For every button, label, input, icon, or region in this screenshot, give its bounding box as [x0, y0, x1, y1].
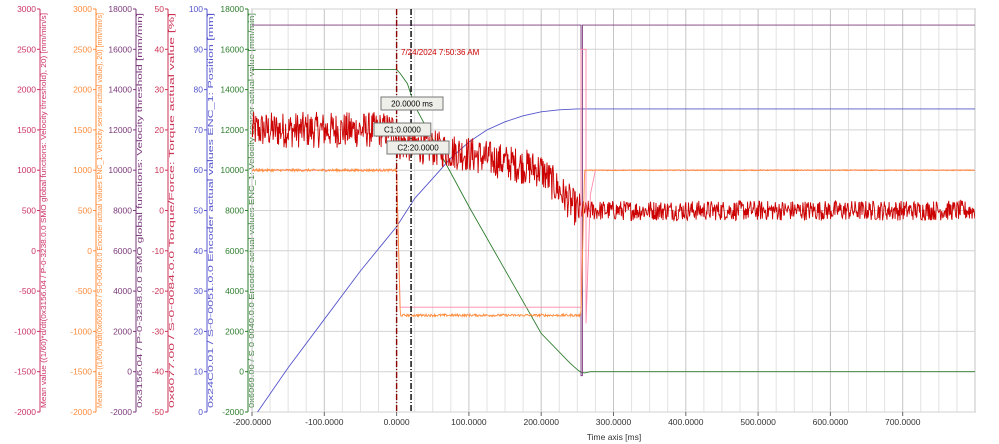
y-tick-label: 14000 [108, 85, 132, 95]
y-tick-label: 50 [155, 4, 165, 14]
series-line-4 [252, 111, 975, 226]
y-tick-label: 1500 [73, 125, 92, 135]
x-tick-label: 300.0000 [596, 417, 632, 427]
cursor-delta-label: 20.0000 ms [391, 100, 433, 109]
y-axis-title-1: Mean value ((1/60)*d/dt(0x3156.04 / P-0-… [39, 13, 48, 408]
y-axis-title-3: 0x3156.04 / P-0-3238.0.0 SMO global func… [135, 13, 144, 408]
y-tick-label: 50 [194, 206, 204, 216]
x-tick-label: 200.0000 [523, 417, 559, 427]
cursor-2-label: C2:20.0000 [397, 144, 439, 153]
y-tick-label: 2500 [17, 44, 36, 54]
cursor-timestamp: 7/24/2024 7:50:36 AM [401, 48, 480, 57]
cursor-1-label-box[interactable] [373, 122, 432, 137]
y-tick-label: 8000 [225, 206, 244, 216]
x-axis: -200.0000 -100.0000 0.0000 100.0000 200.0000… [233, 412, 921, 427]
y-tick-label: 10000 [108, 165, 132, 175]
y-tick-label: -1000 [70, 326, 92, 336]
y-tick-label: 0 [87, 246, 92, 256]
y-tick-label: 10000 [220, 165, 244, 175]
x-axis-label: Time axis [ms] [587, 432, 641, 442]
y-tick-label: 30 [194, 286, 204, 296]
series-lines [252, 24, 975, 412]
y-tick-label: 20 [194, 326, 204, 336]
series-line-3 [252, 24, 975, 377]
x-tick-label: 0.0000 [384, 417, 410, 427]
x-tick-label: 600.0000 [813, 417, 849, 427]
grid [251, 8, 976, 413]
y-tick-label: 16000 [108, 44, 132, 54]
y-tick-label: 2000 [17, 85, 36, 95]
y-tick-label: 6000 [113, 246, 132, 256]
y-tick-label: 14000 [220, 85, 244, 95]
y-axis-title-2: Mean value ((1/60)*d/dt(0x6069.00 / S-0-… [95, 13, 104, 408]
y-tick-label: 1000 [17, 165, 36, 175]
y-tick-label: 70 [194, 125, 204, 135]
y-tick-label: 3000 [73, 4, 92, 14]
y-tick-label: 4000 [113, 286, 132, 296]
y-tick-label: 90 [194, 44, 204, 54]
y-tick-label: 4000 [225, 286, 244, 296]
y-tick-label: 2000 [113, 326, 132, 336]
y-tick-label: -30 [152, 326, 165, 336]
y-tick-label: 6000 [225, 246, 244, 256]
series-line-6 [252, 167, 975, 318]
y-tick-label: 0 [159, 206, 164, 216]
cursor-delta-label-box[interactable] [380, 96, 444, 111]
y-tick-label: 0 [127, 367, 132, 377]
y-tick-label: 18000 [220, 4, 244, 14]
y-tick-label: 0 [239, 367, 244, 377]
y-tick-label: -1000 [14, 326, 36, 336]
y-tick-label: -2000 [14, 407, 36, 417]
x-tick-label: -100.0000 [305, 417, 344, 427]
y-tick-label: -40 [152, 367, 165, 377]
x-tick-label: 500.0000 [740, 417, 776, 427]
y-tick-label: -1500 [14, 367, 36, 377]
y-tick-label: 3000 [17, 4, 36, 14]
y-tick-label: 20 [155, 125, 165, 135]
y-tick-label: -10 [152, 246, 165, 256]
y-tick-label: -20 [152, 286, 165, 296]
y-tick-label: -2000 [70, 407, 92, 417]
y-tick-label: 10 [155, 165, 165, 175]
y-tick-label: 2500 [73, 44, 92, 54]
y-tick-label: 1500 [17, 125, 36, 135]
y-tick-label: -500 [19, 286, 36, 296]
y-tick-label: 100 [189, 4, 203, 14]
y-tick-label: 500 [22, 206, 36, 216]
y-tick-label: 40 [155, 44, 165, 54]
cursor-1-label: C1:0.0000 [384, 126, 421, 135]
y-tick-label: -500 [75, 286, 92, 296]
y-tick-label: 8000 [113, 206, 132, 216]
y-tick-label: 0 [31, 246, 36, 256]
y-tick-label: 1000 [73, 165, 92, 175]
y-tick-label: 12000 [220, 125, 244, 135]
y-tick-label: 40 [194, 246, 204, 256]
y-tick-label: -2000 [110, 407, 132, 417]
y-tick-label: 30 [155, 85, 165, 95]
y-tick-label: 12000 [108, 125, 132, 135]
y-tick-label: 80 [194, 85, 204, 95]
x-tick-label: -200.0000 [233, 417, 272, 427]
x-tick-label: 400.0000 [668, 417, 704, 427]
y-tick-label: 500 [78, 206, 92, 216]
y-tick-label: -50 [152, 407, 165, 417]
y-tick-label: 2000 [73, 85, 92, 95]
y-axis-title-4: 0x6077.00 / S-0-0084.0.0 Torque/Force: T… [167, 13, 176, 408]
x-tick-label: 700.0000 [885, 417, 921, 427]
y-tick-label: 60 [194, 165, 204, 175]
y-tick-label: 10 [194, 367, 204, 377]
cursors[interactable]: 20.0000 ms C1:0.0000 C2:20.0000 7/24/2024 7… [373, 9, 480, 412]
y-tick-label: -2000 [222, 407, 244, 417]
y-axis-title-5: 0x24C0.01 / S-0-0051.0.0 Encoder actual … [206, 13, 215, 408]
y-tick-label: 16000 [220, 44, 244, 54]
y-tick-label: 18000 [108, 4, 132, 14]
y-tick-label: 0 [198, 407, 203, 417]
cursor-2-label-box[interactable] [386, 140, 450, 155]
x-tick-label: 100.0000 [451, 417, 487, 427]
y-tick-label: -1500 [70, 367, 92, 377]
series-line-1 [252, 68, 975, 374]
y-tick-label: 2000 [225, 326, 244, 336]
